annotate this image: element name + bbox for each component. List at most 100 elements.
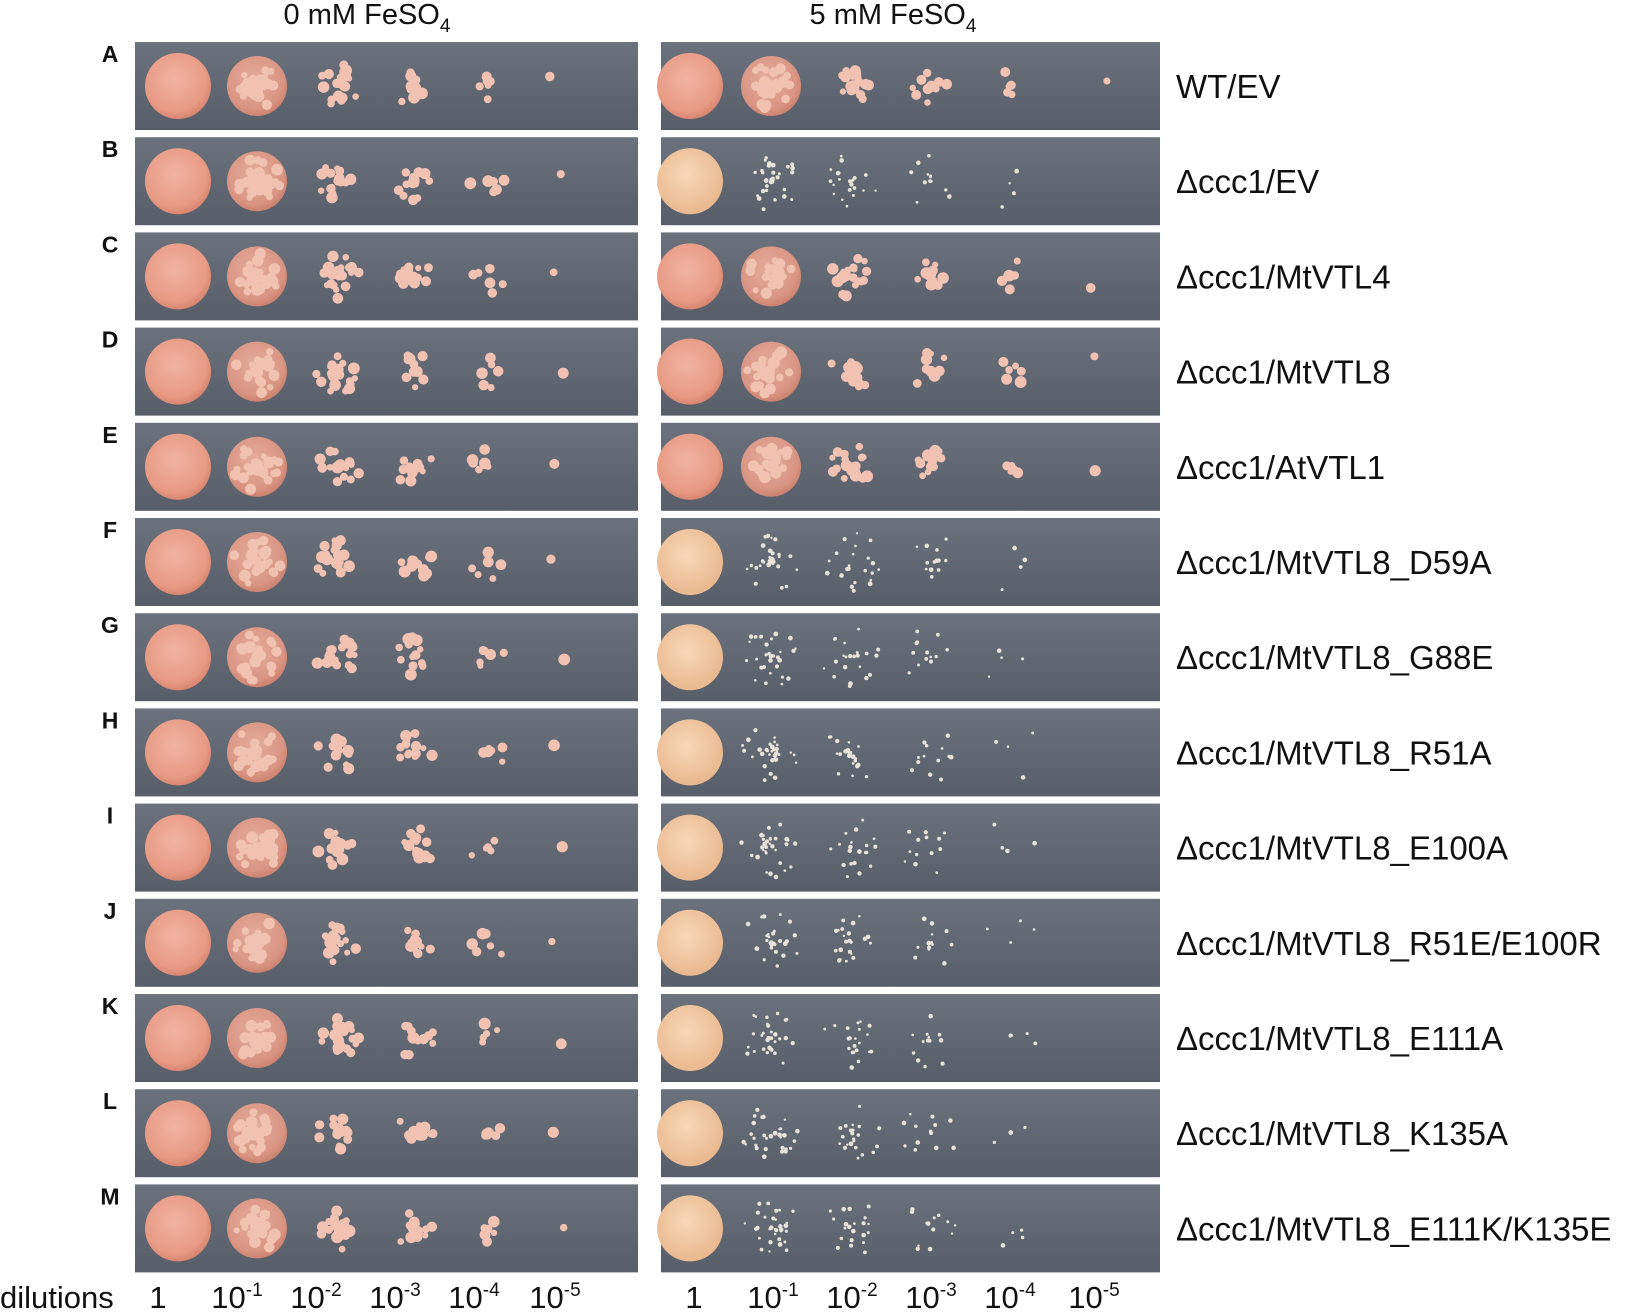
colony — [401, 1021, 410, 1031]
colony — [770, 758, 775, 763]
colony — [912, 378, 922, 388]
colony — [832, 192, 836, 196]
plate-strip — [661, 422, 1160, 511]
colony — [856, 762, 861, 767]
colony — [876, 647, 881, 652]
colony — [239, 92, 248, 100]
colony — [857, 1124, 861, 1129]
colony-cluster — [227, 722, 287, 783]
colony — [316, 168, 328, 180]
colony — [857, 627, 860, 631]
colony-cluster — [464, 174, 510, 197]
colony — [790, 165, 795, 171]
colony — [931, 371, 940, 380]
colony — [911, 1033, 915, 1037]
strain-label: Δccc1/MtVTL8_G88E — [1176, 639, 1493, 676]
colony — [940, 354, 948, 362]
colony — [245, 369, 253, 377]
colony — [851, 774, 854, 778]
colony — [987, 675, 991, 678]
colony — [767, 935, 771, 939]
colony — [937, 1213, 941, 1218]
colony — [396, 743, 405, 752]
colony — [859, 1020, 862, 1023]
colony — [741, 744, 744, 747]
colony-cluster — [909, 153, 952, 204]
colony — [851, 1123, 855, 1127]
colony — [769, 264, 777, 272]
dilution-label: 1 — [149, 1280, 166, 1314]
colony — [857, 379, 864, 387]
colony — [842, 664, 848, 670]
colony — [792, 933, 797, 938]
colony — [768, 655, 772, 659]
colony — [930, 933, 934, 936]
dilution-base: 10 — [529, 1280, 563, 1314]
colony — [944, 537, 948, 541]
colony — [838, 842, 841, 846]
colony-cluster — [741, 436, 801, 497]
colony — [350, 943, 362, 954]
colony-cluster — [833, 914, 872, 963]
colony — [764, 156, 768, 160]
colony — [768, 837, 772, 841]
colony — [416, 646, 424, 653]
colony — [270, 569, 279, 578]
colony — [921, 916, 927, 922]
colony — [842, 537, 847, 542]
colony — [940, 1061, 945, 1066]
colony — [331, 1205, 343, 1217]
colony — [425, 944, 435, 954]
colony — [1103, 77, 1111, 85]
colony — [874, 653, 879, 658]
colony — [338, 1245, 346, 1253]
colony-cluster — [401, 824, 435, 864]
colony — [915, 545, 919, 549]
colony — [774, 1208, 779, 1213]
colony-cluster — [475, 71, 495, 104]
colony — [773, 1040, 777, 1044]
colony — [411, 929, 420, 939]
colony — [765, 82, 774, 91]
colony — [1032, 928, 1036, 931]
colony-cluster — [909, 68, 952, 106]
colony — [768, 842, 772, 846]
dilution-exponent: -4 — [1019, 1280, 1036, 1301]
colony — [847, 188, 852, 192]
colony — [916, 74, 927, 85]
colony — [1006, 80, 1016, 90]
colony — [915, 629, 920, 634]
colony — [792, 1139, 797, 1143]
colony — [760, 287, 772, 299]
colony — [761, 1047, 766, 1052]
colony — [1012, 545, 1017, 551]
colony — [751, 81, 761, 91]
colony — [843, 939, 848, 944]
colony — [548, 739, 560, 752]
colony-cluster — [396, 1117, 438, 1144]
colony — [233, 1122, 243, 1132]
colony — [935, 548, 939, 552]
colony — [775, 63, 786, 74]
colony — [864, 651, 869, 656]
colony-cluster — [317, 60, 359, 108]
dilution-exponent: -1 — [782, 1280, 799, 1301]
colony — [761, 1154, 767, 1160]
colony — [858, 1104, 862, 1108]
colony-cluster — [901, 1112, 956, 1152]
colony — [556, 170, 565, 179]
colony — [852, 654, 856, 659]
colony — [756, 469, 765, 478]
colony — [336, 923, 345, 933]
colony — [335, 167, 345, 176]
colony — [852, 186, 857, 190]
colony — [903, 1144, 907, 1148]
plate-strip — [661, 518, 1160, 606]
colony — [239, 845, 249, 855]
colony — [1013, 257, 1021, 265]
colony — [317, 81, 330, 93]
colony — [780, 682, 784, 686]
colony — [755, 1210, 761, 1215]
strain-label: Δccc1/AtVTL1 — [1176, 449, 1385, 486]
colony — [498, 950, 505, 958]
